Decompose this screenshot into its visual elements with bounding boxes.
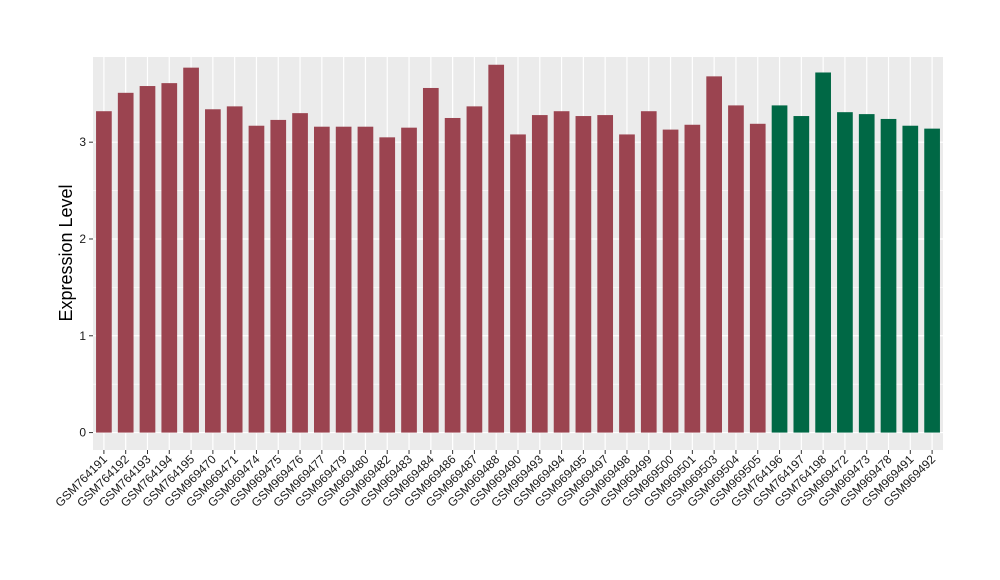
bar-GSM969501 [684,124,701,433]
bar-GSM764191 [96,111,112,433]
bar-GSM969497 [597,115,614,433]
bar-GSM764193 [139,86,156,433]
bar-GSM969475 [270,119,287,433]
bar-GSM969495 [575,116,592,433]
y-tick-label: 3 [79,135,86,149]
bar-GSM969477 [314,126,330,433]
bar-GSM969503 [706,76,722,433]
y-tick-label: 1 [79,329,86,343]
y-axis-title: Expression Level [56,184,76,321]
bar-GSM969504 [728,105,744,433]
bar-GSM969473 [858,114,875,433]
bar-GSM969494 [553,111,570,433]
bar-GSM969476 [292,113,308,433]
bar-GSM764195 [183,67,199,433]
bar-GSM969486 [444,117,461,433]
bar-GSM969472 [837,112,853,433]
bar-GSM969482 [379,137,396,433]
y-tick-label: 2 [79,232,86,246]
bar-GSM764196 [771,105,788,433]
bar-GSM969491 [902,125,919,433]
bar-GSM969490 [510,134,526,433]
bar-GSM764194 [161,83,178,433]
bar-GSM969478 [880,118,897,433]
bar-GSM969498 [619,134,635,433]
bar-GSM969470 [205,109,221,433]
bar-GSM969484 [422,87,439,433]
bar-GSM969500 [662,129,679,433]
bar-GSM969492 [924,128,940,433]
bar-GSM969483 [401,127,417,433]
bar-GSM969505 [749,123,766,433]
bar-GSM969487 [466,106,483,433]
bar-GSM969480 [357,126,374,433]
bar-GSM969471 [226,106,243,433]
bars [96,64,940,433]
bar-GSM969474 [248,125,265,433]
y-tick-label: 0 [79,426,86,440]
bar-GSM969499 [640,111,657,433]
y-axis: 0 1 2 3 [79,135,93,440]
bar-GSM764197 [793,116,810,433]
bar-GSM969493 [531,115,548,433]
bar-GSM969488 [488,64,505,433]
bar-GSM764198 [815,72,831,433]
bar-GSM764192 [117,92,134,433]
x-axis: GSM764191GSM764192GSM764193GSM764194GSM7… [52,450,938,510]
bar-GSM969479 [335,126,352,433]
